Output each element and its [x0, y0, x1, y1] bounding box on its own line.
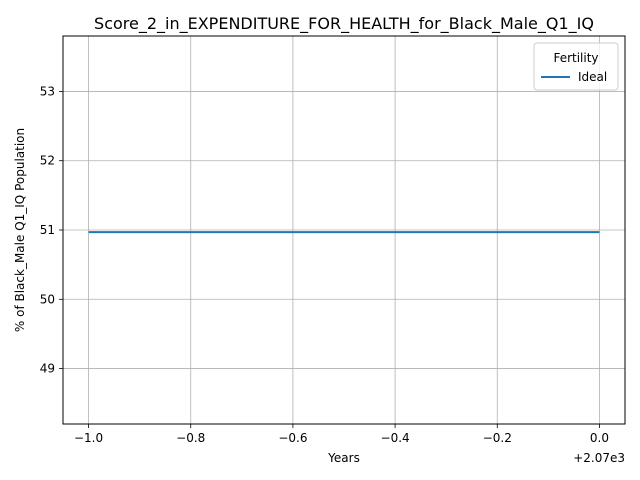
y-tick-label: 50 [40, 292, 55, 306]
legend-box [533, 42, 619, 91]
x-tick-label: −0.6 [278, 431, 307, 445]
y-tick-label: 52 [40, 154, 55, 168]
legend: Fertility Ideal [533, 42, 619, 91]
legend-title: Fertility [553, 51, 598, 65]
y-axis-ticks: 49 50 51 52 53 [40, 84, 63, 376]
x-axis-ticks: −1.0 −0.8 −0.6 −0.4 −0.2 0.0 [74, 424, 609, 445]
x-tick-label: −1.0 [74, 431, 103, 445]
x-tick-label: 0.0 [590, 431, 609, 445]
x-axis-label: Years [327, 451, 360, 465]
y-tick-label: 51 [40, 223, 55, 237]
grid [63, 36, 625, 424]
y-axis-label: % of Black_Male Q1_IQ Population [13, 128, 27, 332]
chart-title: Score_2_in_EXPENDITURE_FOR_HEALTH_for_Bl… [94, 14, 594, 34]
x-tick-label: −0.8 [176, 431, 205, 445]
x-axis-offset-label: +2.07e3 [573, 451, 625, 465]
legend-entry-ideal: Ideal [578, 70, 607, 84]
x-tick-label: −0.2 [483, 431, 512, 445]
x-tick-label: −0.4 [381, 431, 410, 445]
y-tick-label: 53 [40, 84, 55, 98]
y-tick-label: 49 [40, 362, 55, 376]
